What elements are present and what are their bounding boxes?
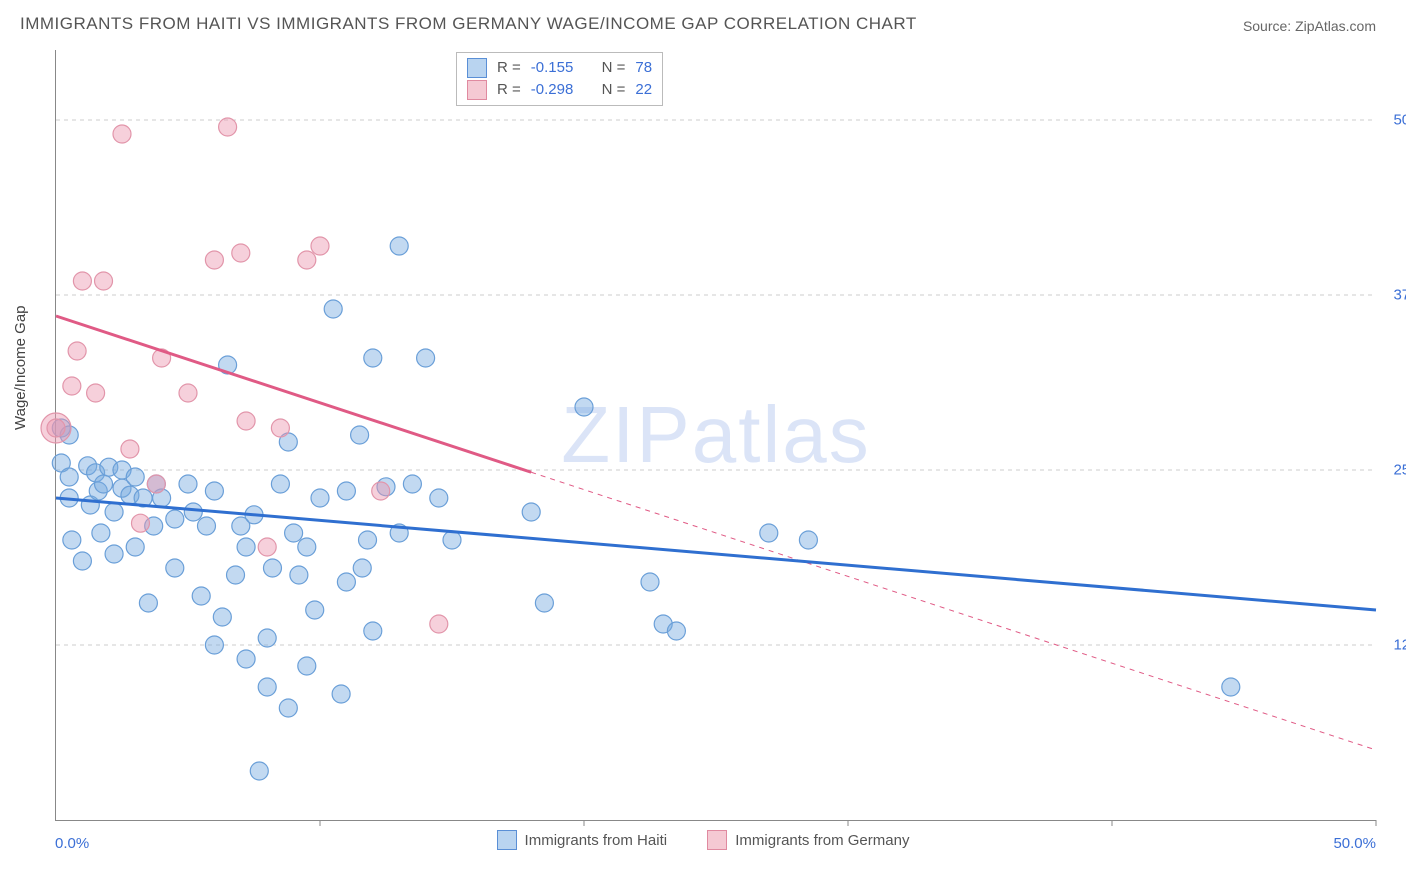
source-name: ZipAtlas.com	[1295, 18, 1376, 34]
y-tick-label: 50.0%	[1381, 112, 1406, 129]
source-label: Source:	[1243, 18, 1295, 34]
chart-title: IMMIGRANTS FROM HAITI VS IMMIGRANTS FROM…	[20, 14, 917, 34]
source-attribution: Source: ZipAtlas.com	[1243, 18, 1376, 34]
plot-area: ZIPatlas R = -0.155 N = 78 R = -0.298 N …	[55, 50, 1376, 821]
y-tick-label: 12.5%	[1381, 637, 1406, 654]
y-axis-label: Wage/Income Gap	[12, 305, 29, 430]
series-name-haiti: Immigrants from Haiti	[525, 832, 668, 849]
swatch-haiti	[497, 830, 517, 850]
swatch-germany	[707, 830, 727, 850]
y-tick-label: 25.0%	[1381, 462, 1406, 479]
legend-item-haiti: Immigrants from Haiti	[497, 830, 668, 850]
series-name-germany: Immigrants from Germany	[735, 832, 909, 849]
series-legend: Immigrants from Haiti Immigrants from Ge…	[0, 830, 1406, 854]
y-tick-label: 37.5%	[1381, 287, 1406, 304]
scatter-svg	[56, 50, 1376, 820]
legend-item-germany: Immigrants from Germany	[707, 830, 909, 850]
